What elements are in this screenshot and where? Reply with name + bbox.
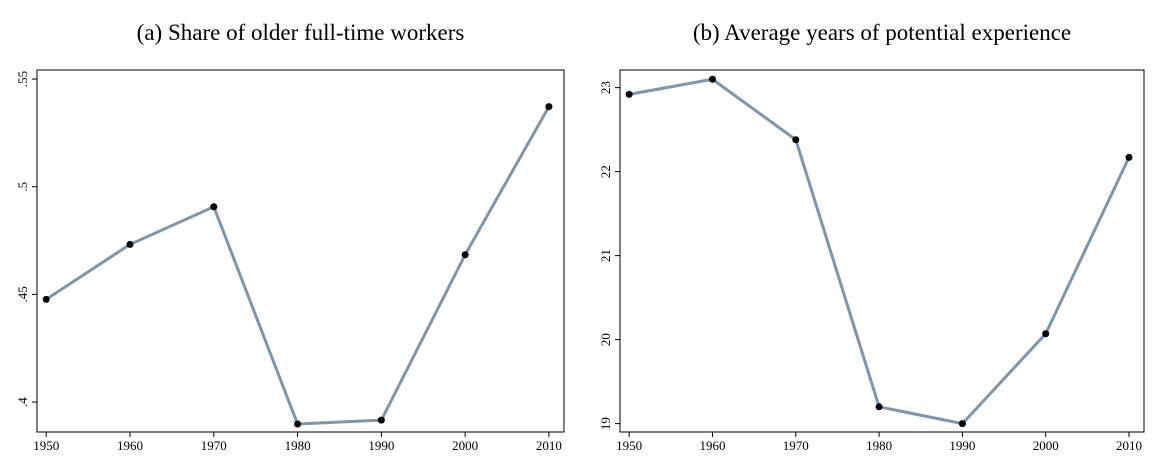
plot-frame xyxy=(619,69,1145,433)
x-tick-label: 1980 xyxy=(285,438,311,453)
series-line xyxy=(45,105,551,426)
chart-title: (b) Average years of potential experienc… xyxy=(693,20,1071,45)
data-point xyxy=(958,420,966,428)
plot-frame xyxy=(36,69,565,433)
x-tick-label: 1970 xyxy=(783,438,809,453)
x-tick-label: 2010 xyxy=(536,438,562,453)
data-point xyxy=(545,103,553,111)
y-tick-label: .55 xyxy=(15,71,30,87)
y-tick-label: 19 xyxy=(598,417,613,430)
y-tick-label: 23 xyxy=(598,81,613,94)
data-point xyxy=(461,251,469,259)
x-tick-label: 1970 xyxy=(201,438,227,453)
x-tick-label: 1960 xyxy=(117,438,143,453)
data-point xyxy=(377,416,385,424)
x-tick-label: 2010 xyxy=(1116,438,1142,453)
data-point xyxy=(875,403,883,411)
y-tick-label: .5 xyxy=(15,182,30,192)
chart-title: (a) Share of older full-time workers xyxy=(137,20,465,45)
data-point xyxy=(625,90,633,98)
data-point xyxy=(708,75,716,83)
y-tick-label: 20 xyxy=(598,333,613,346)
x-tick-label: 2000 xyxy=(1033,438,1059,453)
x-tick-label: 2000 xyxy=(452,438,478,453)
y-tick-label: .4 xyxy=(15,397,30,407)
y-tick-label: 21 xyxy=(598,249,613,262)
data-point xyxy=(792,136,800,144)
data-point xyxy=(126,240,134,248)
x-tick-label: 1950 xyxy=(616,438,642,453)
data-point xyxy=(294,420,302,428)
x-tick-label: 1950 xyxy=(33,438,59,453)
series-line xyxy=(628,77,1131,426)
x-tick-label: 1990 xyxy=(949,438,975,453)
x-tick-label: 1980 xyxy=(866,438,892,453)
data-point xyxy=(210,203,218,211)
y-tick-label: .45 xyxy=(15,286,30,302)
data-point xyxy=(1042,330,1050,338)
data-point xyxy=(1125,153,1133,161)
x-tick-label: 1960 xyxy=(699,438,725,453)
y-tick-label: 22 xyxy=(598,165,613,178)
x-tick-label: 1990 xyxy=(368,438,394,453)
data-point xyxy=(42,295,50,303)
